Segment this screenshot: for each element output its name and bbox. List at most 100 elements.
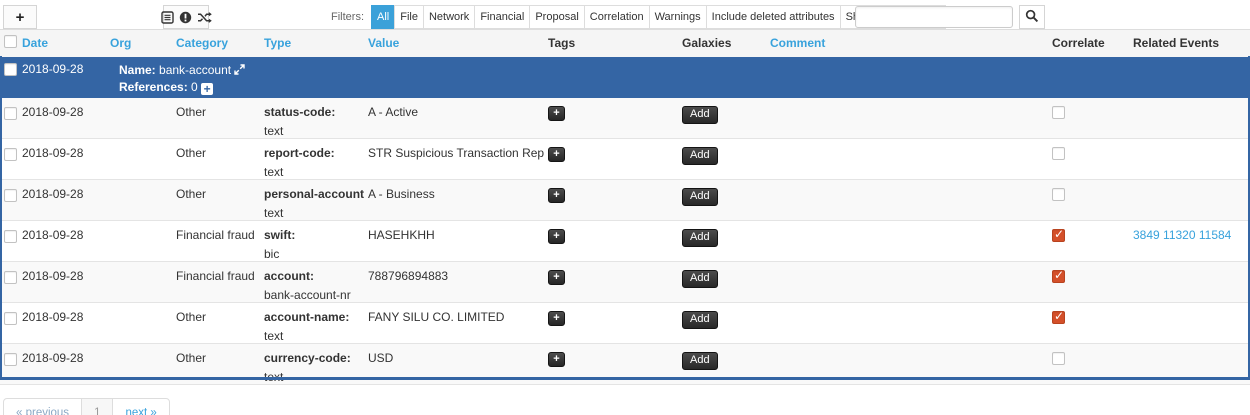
object-select-checkbox[interactable] (4, 62, 17, 76)
search-icon (1025, 9, 1039, 26)
exclamation-circle-icon[interactable] (179, 11, 192, 24)
attribute-comment (766, 220, 1048, 262)
filter-tab-financial[interactable]: Financial (474, 5, 531, 29)
filter-tab-include-deleted-attributes[interactable]: Include deleted attributes (705, 5, 841, 29)
attribute-value: 788796894883 (364, 261, 544, 303)
column-header-value[interactable]: Value (364, 29, 544, 57)
attribute-row: 2018-09-28 Other report-code: text STR Suspi… (0, 138, 1250, 180)
attribute-type: personal-account-type:text (260, 179, 364, 221)
add-tag-button[interactable]: + (548, 351, 565, 367)
column-header-correlate: Correlate (1048, 29, 1129, 57)
filter-tab-correlation[interactable]: Correlation (583, 5, 650, 29)
attribute-org (106, 97, 172, 139)
add-galaxy-button[interactable]: Add (682, 269, 718, 288)
add-reference-icon[interactable]: + (201, 82, 214, 95)
attribute-type: status-code: text (260, 97, 364, 139)
related-event-link[interactable]: 11320 (1163, 227, 1196, 242)
pagination-next[interactable]: next » (112, 399, 168, 415)
add-tag-button[interactable]: + (548, 228, 565, 244)
column-header-category[interactable]: Category (172, 29, 260, 57)
related-events (1129, 261, 1250, 303)
attribute-category: Other (172, 302, 260, 344)
pagination: « previous 1 next » (3, 398, 170, 415)
add-tag-button[interactable]: + (548, 310, 565, 326)
correlate-checkbox[interactable] (1052, 228, 1065, 242)
row-select-checkbox[interactable] (4, 188, 17, 202)
attribute-type: account: bank-account-nr (260, 261, 364, 303)
add-tag-button[interactable]: + (548, 269, 565, 285)
add-galaxy-button[interactable]: Add (682, 146, 718, 165)
row-select-checkbox[interactable] (4, 352, 17, 366)
add-tag-button[interactable]: + (548, 146, 565, 162)
select-all-checkbox[interactable] (4, 35, 17, 49)
related-events (1129, 97, 1250, 139)
attribute-type: report-code: text (260, 138, 364, 180)
row-select-checkbox[interactable] (4, 106, 17, 120)
attribute-row: 2018-09-28 Other status-code: text A - Activ… (0, 97, 1250, 139)
attribute-type: swift: bic (260, 220, 364, 262)
object-name: bank-account (159, 62, 232, 77)
add-tag-button[interactable]: + (548, 187, 565, 203)
attribute-comment (766, 97, 1048, 139)
search-input[interactable] (855, 6, 1013, 28)
attribute-value: USD (364, 343, 544, 385)
attribute-row: 2018-09-28 Other account-name: text FANY SIL… (0, 302, 1250, 344)
attribute-org (106, 138, 172, 180)
add-galaxy-button[interactable]: Add (682, 187, 718, 206)
filter-tab-network[interactable]: Network (422, 5, 476, 29)
list-alt-icon[interactable] (160, 10, 174, 24)
row-select-checkbox[interactable] (4, 270, 17, 284)
filter-tab-proposal[interactable]: Proposal (529, 5, 585, 29)
column-header-related-events: Related Events (1129, 29, 1250, 57)
filters-label: Filters: (331, 11, 364, 23)
attribute-comment (766, 302, 1048, 344)
column-header-type[interactable]: Type (260, 29, 364, 57)
row-select-checkbox[interactable] (4, 311, 17, 325)
add-attribute-button[interactable]: + (3, 5, 37, 29)
pagination-current-page[interactable]: 1 (81, 399, 113, 415)
add-tag-button[interactable]: + (548, 105, 565, 121)
row-select-checkbox[interactable] (4, 147, 17, 161)
attribute-date: 2018-09-28 (18, 97, 106, 139)
add-galaxy-button[interactable]: Add (682, 228, 718, 247)
attribute-type: currency-code: text (260, 343, 364, 385)
search-button[interactable] (1019, 5, 1045, 29)
add-galaxy-button[interactable]: Add (682, 310, 718, 329)
add-galaxy-button[interactable]: Add (682, 105, 718, 124)
attribute-row: 2018-09-28 Financial fraud swift: bic HASEHK… (0, 220, 1250, 262)
object-row-bank-account: 2018-09-28 Name: bank-account References… (0, 56, 1250, 98)
related-events (1129, 343, 1250, 385)
attribute-date: 2018-09-28 (18, 220, 106, 262)
correlate-checkbox[interactable] (1052, 187, 1065, 201)
filter-tab-file[interactable]: File (394, 5, 424, 29)
correlate-checkbox[interactable] (1052, 269, 1065, 283)
correlate-checkbox[interactable] (1052, 351, 1065, 365)
expand-icon[interactable] (234, 63, 246, 78)
related-event-link[interactable]: 11584 (1198, 227, 1232, 242)
toolbar-icon-group (160, 5, 212, 29)
attribute-category: Financial fraud (172, 261, 260, 303)
attribute-category: Other (172, 343, 260, 385)
related-event-link[interactable]: 3849 (1133, 227, 1160, 242)
attribute-org (106, 302, 172, 344)
shuffle-icon[interactable] (197, 11, 212, 24)
filter-tab-all[interactable]: All (371, 5, 396, 29)
correlate-checkbox[interactable] (1052, 105, 1065, 119)
correlate-checkbox[interactable] (1052, 310, 1065, 324)
correlate-checkbox[interactable] (1052, 146, 1065, 160)
row-select-checkbox[interactable] (4, 229, 17, 243)
column-header-date[interactable]: Date (18, 29, 106, 57)
attribute-row: 2018-09-28 Financial fraud account: bank-ac… (0, 261, 1250, 303)
column-header-tags: Tags (544, 29, 678, 57)
add-galaxy-button[interactable]: Add (682, 351, 718, 370)
attribute-org (106, 179, 172, 221)
attribute-date: 2018-09-28 (18, 261, 106, 303)
pagination-previous[interactable]: « previous (16, 407, 70, 415)
attribute-value: FANY SILU CO. LIMITED (364, 302, 544, 344)
column-header-org[interactable]: Org (106, 29, 172, 57)
column-header-comment[interactable]: Comment (766, 29, 1048, 57)
attributes-table: Date Org Category Type Value Tags Galaxies Comm… (0, 29, 1250, 385)
filter-tab-warnings[interactable]: Warnings (648, 5, 707, 29)
attribute-type: account-name: text (260, 302, 364, 344)
